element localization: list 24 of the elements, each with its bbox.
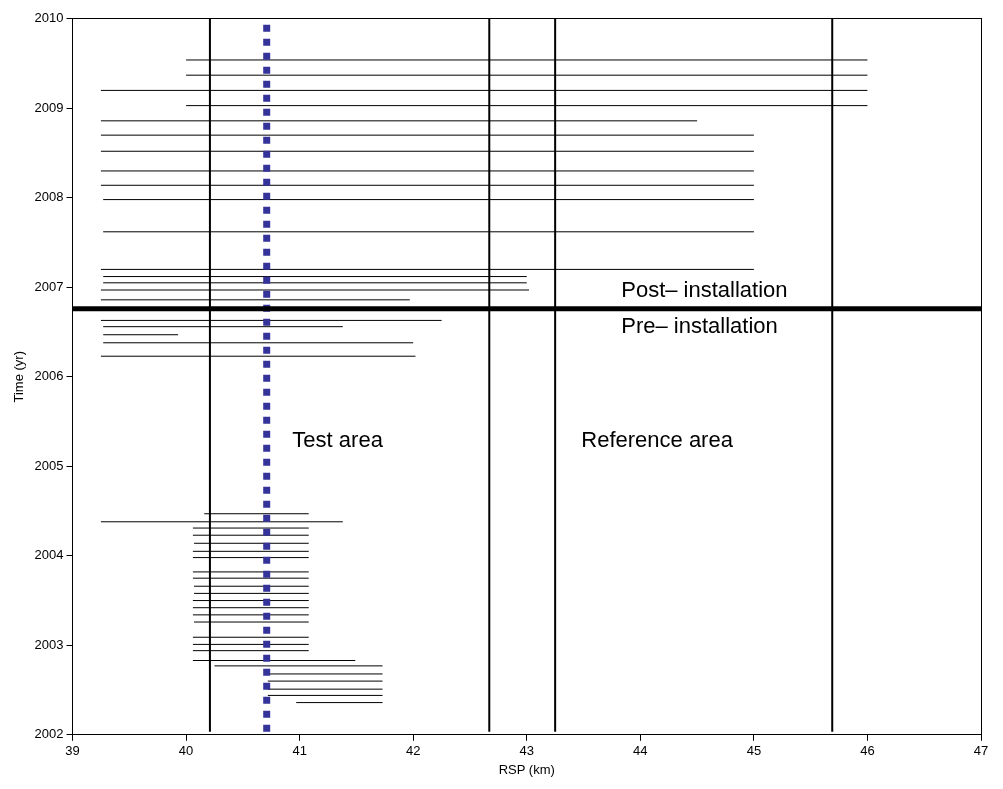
y-tick-label: 2004 xyxy=(34,547,64,563)
annotation: Reference area xyxy=(581,426,734,452)
y-tick-label: 2010 xyxy=(34,10,64,26)
x-tick-label: 39 xyxy=(65,743,80,759)
x-tick-label: 42 xyxy=(405,743,421,759)
annotation: Pre– installation xyxy=(621,312,778,338)
x-tick-label: 43 xyxy=(519,743,534,759)
y-tick-label: 2006 xyxy=(34,368,64,384)
x-tick-label: 41 xyxy=(292,743,307,759)
annotation: Test area xyxy=(292,426,384,452)
y-axis-title: Time (yr) xyxy=(11,351,27,403)
x-tick-label: 40 xyxy=(178,743,194,759)
y-tick-label: 2007 xyxy=(34,278,64,294)
annotation: Post– installation xyxy=(621,276,788,302)
y-tick-label: 2008 xyxy=(34,189,64,205)
y-tick-label: 2005 xyxy=(34,457,64,473)
x-tick-label: 44 xyxy=(633,743,648,759)
x-axis-title: RSP (km) xyxy=(498,761,555,777)
y-tick-label: 2002 xyxy=(34,726,64,742)
y-tick-label: 2009 xyxy=(34,99,64,115)
x-tick-label: 45 xyxy=(746,743,762,759)
x-tick-label: 46 xyxy=(860,743,875,759)
y-tick-label: 2003 xyxy=(34,636,64,652)
x-tick-label: 47 xyxy=(973,743,989,759)
